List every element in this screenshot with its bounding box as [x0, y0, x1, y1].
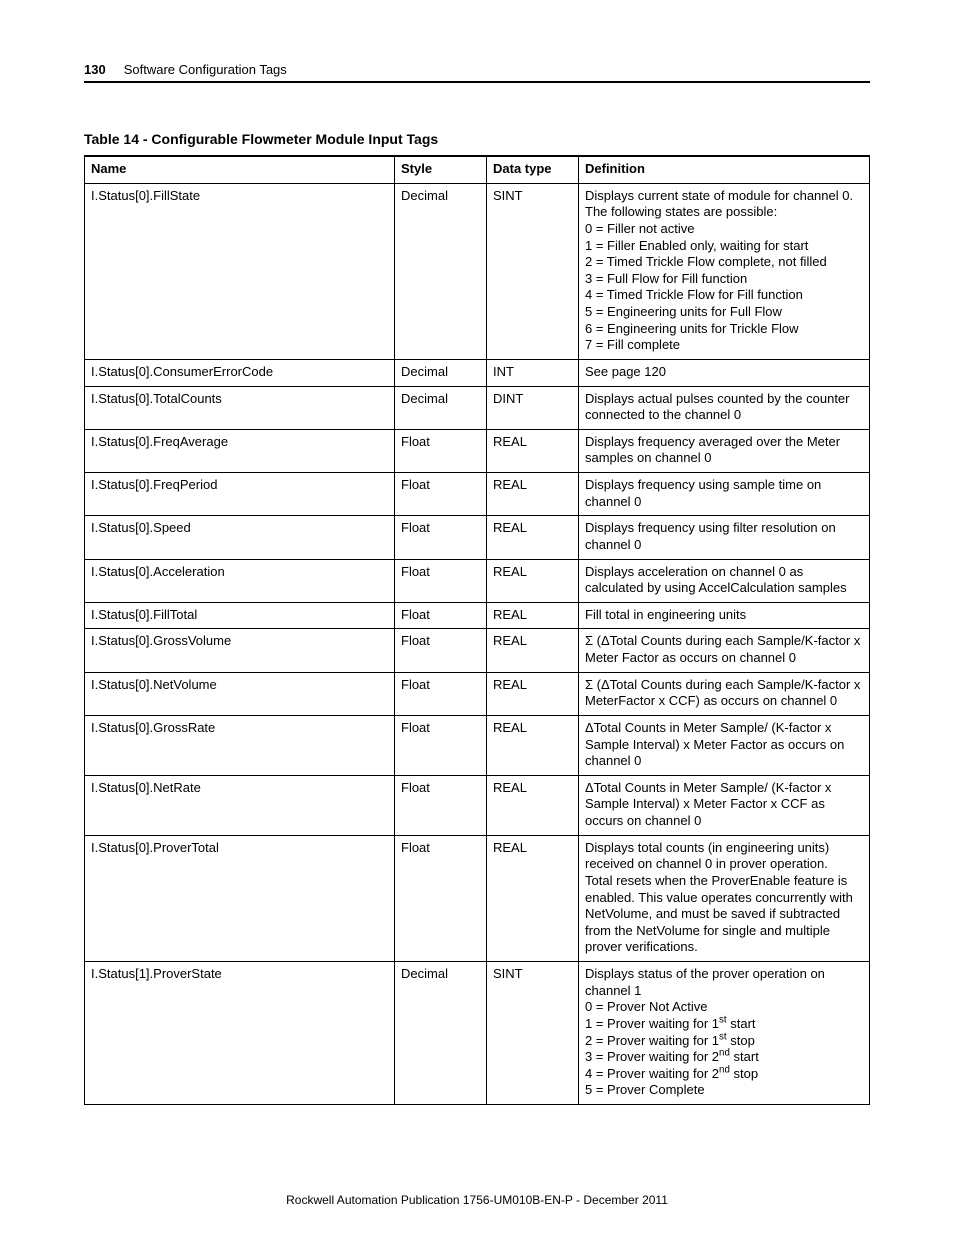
table-row: I.Status[0].ProverTotalFloatREALDisplays…	[85, 835, 870, 961]
col-def: Definition	[579, 156, 870, 183]
cell-style: Float	[395, 629, 487, 672]
cell-style: Float	[395, 602, 487, 629]
cell-style: Decimal	[395, 386, 487, 429]
cell-style: Decimal	[395, 962, 487, 1105]
table-row: I.Status[0].NetVolumeFloatREALΣ (ΔTotal …	[85, 672, 870, 715]
cell-definition: ΔTotal Counts in Meter Sample/ (K-factor…	[579, 715, 870, 775]
table-title: Table 14 - Configurable Flowmeter Module…	[84, 131, 870, 147]
table-row: I.Status[0].ConsumerErrorCodeDecimalINTS…	[85, 359, 870, 386]
table-row: I.Status[0].AccelerationFloatREALDisplay…	[85, 559, 870, 602]
page-header: 130 Software Configuration Tags	[84, 62, 870, 77]
cell-style: Float	[395, 429, 487, 472]
cell-type: INT	[487, 359, 579, 386]
table-row: I.Status[0].GrossRateFloatREALΔTotal Cou…	[85, 715, 870, 775]
cell-type: SINT	[487, 962, 579, 1105]
cell-style: Float	[395, 775, 487, 835]
cell-name: I.Status[0].NetVolume	[85, 672, 395, 715]
table-row: I.Status[1].ProverStateDecimalSINTDispla…	[85, 962, 870, 1105]
cell-style: Decimal	[395, 183, 487, 359]
cell-name: I.Status[0].Speed	[85, 516, 395, 559]
cell-type: REAL	[487, 715, 579, 775]
cell-name: I.Status[0].FreqAverage	[85, 429, 395, 472]
cell-name: I.Status[0].NetRate	[85, 775, 395, 835]
cell-definition: See page 120	[579, 359, 870, 386]
cell-name: I.Status[0].ProverTotal	[85, 835, 395, 961]
cell-name: I.Status[0].ConsumerErrorCode	[85, 359, 395, 386]
cell-style: Decimal	[395, 359, 487, 386]
table-row: I.Status[0].TotalCountsDecimalDINTDispla…	[85, 386, 870, 429]
table-row: I.Status[0].GrossVolumeFloatREALΣ (ΔTota…	[85, 629, 870, 672]
cell-definition: Displays frequency using sample time on …	[579, 473, 870, 516]
input-tags-table: Name Style Data type Definition I.Status…	[84, 155, 870, 1105]
page-number: 130	[84, 62, 106, 77]
cell-name: I.Status[0].Acceleration	[85, 559, 395, 602]
table-row: I.Status[0].NetRateFloatREALΔTotal Count…	[85, 775, 870, 835]
cell-type: REAL	[487, 602, 579, 629]
cell-name: I.Status[0].FillTotal	[85, 602, 395, 629]
table-row: I.Status[0].SpeedFloatREALDisplays frequ…	[85, 516, 870, 559]
page-footer: Rockwell Automation Publication 1756-UM0…	[0, 1193, 954, 1207]
cell-definition: Displays frequency averaged over the Met…	[579, 429, 870, 472]
cell-name: I.Status[0].GrossRate	[85, 715, 395, 775]
cell-definition: Displays total counts (in engineering un…	[579, 835, 870, 961]
cell-type: SINT	[487, 183, 579, 359]
cell-definition: Displays current state of module for cha…	[579, 183, 870, 359]
cell-type: REAL	[487, 775, 579, 835]
header-rule	[84, 81, 870, 83]
section-title: Software Configuration Tags	[124, 62, 287, 77]
cell-definition: Σ (ΔTotal Counts during each Sample/K-fa…	[579, 672, 870, 715]
cell-type: REAL	[487, 559, 579, 602]
col-style: Style	[395, 156, 487, 183]
table-row: I.Status[0].FreqPeriodFloatREALDisplays …	[85, 473, 870, 516]
cell-name: I.Status[1].ProverState	[85, 962, 395, 1105]
cell-definition: Displays actual pulses counted by the co…	[579, 386, 870, 429]
cell-type: REAL	[487, 473, 579, 516]
table-row: I.Status[0].FreqAverageFloatREALDisplays…	[85, 429, 870, 472]
cell-style: Float	[395, 715, 487, 775]
cell-style: Float	[395, 672, 487, 715]
table-header-row: Name Style Data type Definition	[85, 156, 870, 183]
cell-type: REAL	[487, 672, 579, 715]
cell-type: REAL	[487, 835, 579, 961]
cell-name: I.Status[0].FreqPeriod	[85, 473, 395, 516]
cell-definition: ΔTotal Counts in Meter Sample/ (K-factor…	[579, 775, 870, 835]
cell-definition: Σ (ΔTotal Counts during each Sample/K-fa…	[579, 629, 870, 672]
col-type: Data type	[487, 156, 579, 183]
cell-type: DINT	[487, 386, 579, 429]
col-name: Name	[85, 156, 395, 183]
cell-type: REAL	[487, 629, 579, 672]
cell-style: Float	[395, 559, 487, 602]
cell-type: REAL	[487, 429, 579, 472]
cell-style: Float	[395, 473, 487, 516]
cell-name: I.Status[0].TotalCounts	[85, 386, 395, 429]
cell-definition: Displays acceleration on channel 0 as ca…	[579, 559, 870, 602]
cell-definition: Displays frequency using filter resoluti…	[579, 516, 870, 559]
cell-definition: Fill total in engineering units	[579, 602, 870, 629]
cell-name: I.Status[0].FillState	[85, 183, 395, 359]
cell-name: I.Status[0].GrossVolume	[85, 629, 395, 672]
cell-type: REAL	[487, 516, 579, 559]
cell-definition: Displays status of the prover operation …	[579, 962, 870, 1105]
table-row: I.Status[0].FillTotalFloatREALFill total…	[85, 602, 870, 629]
cell-style: Float	[395, 516, 487, 559]
cell-style: Float	[395, 835, 487, 961]
table-row: I.Status[0].FillStateDecimalSINTDisplays…	[85, 183, 870, 359]
